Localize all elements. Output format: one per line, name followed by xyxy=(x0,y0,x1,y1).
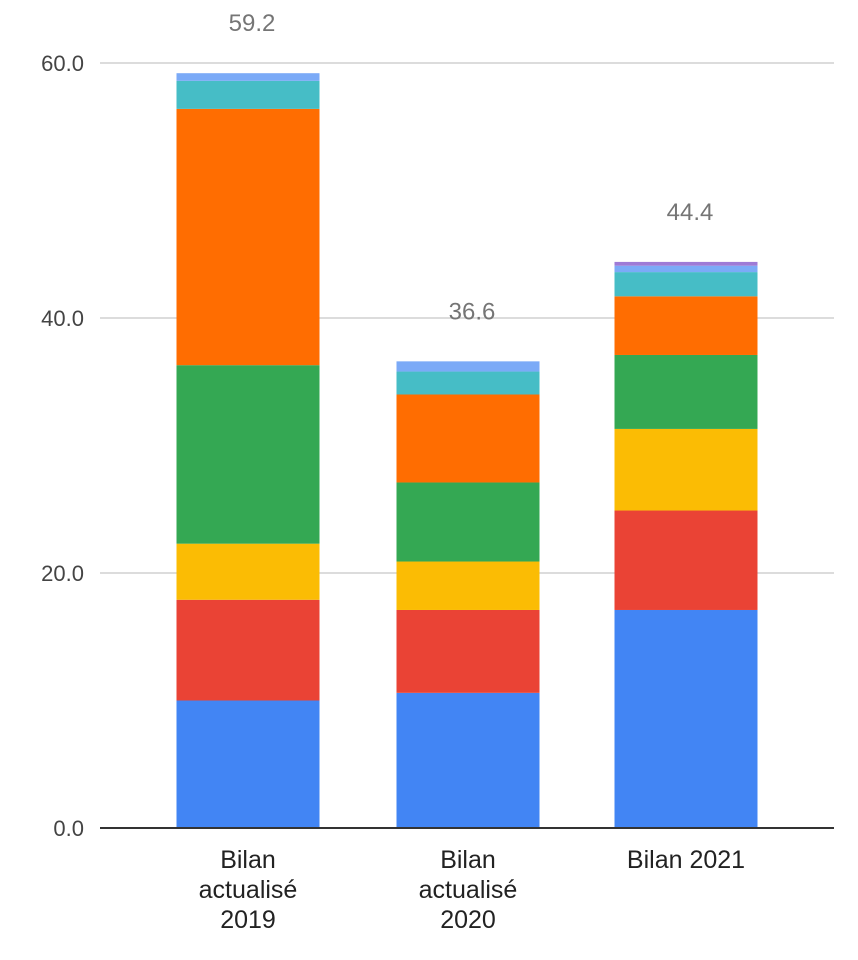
bar-segment xyxy=(396,609,540,693)
y-tick-label: 0.0 xyxy=(53,816,84,841)
bar-segment xyxy=(614,609,758,828)
bar-segment xyxy=(176,543,320,600)
y-tick-label: 60.0 xyxy=(41,51,84,76)
bar-segment xyxy=(396,692,540,828)
category-label: Bilan actualisé 2020 xyxy=(419,846,518,934)
bar-segment xyxy=(176,80,320,109)
bar-segment xyxy=(396,561,540,610)
bar-segment xyxy=(614,428,758,511)
category-label: Bilan 2021 xyxy=(627,846,745,874)
category-label: Bilan actualisé 2019 xyxy=(199,846,298,934)
bar-segment xyxy=(396,482,540,562)
x-axis-category-labels: Bilan actualisé 2019 Bilan actualisé 2020 Bila… xyxy=(199,846,745,934)
bar-segment xyxy=(614,265,758,273)
bar-total-label: 36.6 xyxy=(449,298,496,325)
bar-segment xyxy=(176,73,320,81)
y-tick-label: 20.0 xyxy=(41,561,84,586)
bar-total-label: 59.2 xyxy=(229,10,276,37)
bar-total-label: 44.4 xyxy=(667,199,714,226)
bar-segment xyxy=(176,700,320,828)
bar-segment xyxy=(396,361,540,372)
bar-segment xyxy=(176,365,320,544)
bar-segment xyxy=(614,354,758,429)
y-axis-tick-labels: 0.0 20.0 40.0 60.0 xyxy=(41,51,84,841)
bars xyxy=(176,73,758,828)
bar-segment xyxy=(176,108,320,366)
bar-segment xyxy=(614,296,758,355)
bar-segment xyxy=(396,394,540,483)
y-tick-label: 40.0 xyxy=(41,306,84,331)
bar-segment xyxy=(614,272,758,297)
bar-segment xyxy=(614,510,758,610)
bar-segment xyxy=(614,261,758,266)
bar-segment xyxy=(176,599,320,701)
bar-segment xyxy=(396,371,540,395)
bar-total-labels: 59.2 36.6 44.4 xyxy=(229,10,714,325)
